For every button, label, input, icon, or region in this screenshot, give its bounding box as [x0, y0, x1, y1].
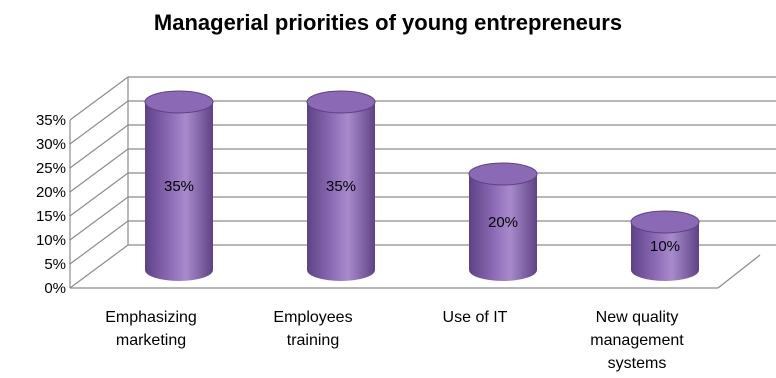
gridline-side — [69, 220, 129, 265]
data-label: 35% — [164, 178, 194, 195]
data-label: 10% — [650, 238, 680, 255]
y-tick-label: 20% — [36, 184, 66, 201]
data-label: 35% — [326, 178, 356, 195]
gridline-side — [69, 100, 129, 145]
x-tick-label: New quality — [596, 309, 679, 326]
bar — [145, 102, 213, 281]
y-tick-label: 25% — [36, 160, 66, 177]
gridline-side — [69, 172, 129, 217]
y-tick-label: 35% — [36, 112, 66, 129]
bar — [469, 174, 537, 281]
bar — [631, 222, 699, 281]
y-tick-label: 0% — [44, 280, 66, 297]
x-tick-label: systems — [608, 355, 667, 372]
bar-top — [144, 90, 214, 114]
data-label: 20% — [488, 214, 518, 231]
x-tick-label: training — [287, 332, 339, 349]
gridline-side — [69, 196, 129, 241]
x-tick-label: Emphasizing — [105, 309, 197, 326]
bar — [307, 102, 375, 281]
x-tick-label: Use of IT — [443, 309, 508, 326]
y-tick-label: 30% — [36, 136, 66, 153]
floor-right-edge — [717, 254, 761, 289]
bar-top — [468, 162, 538, 186]
x-tick-label: Employees — [273, 309, 352, 326]
bar-top — [306, 90, 376, 114]
x-tick-label: management — [590, 332, 684, 349]
x-tick-label: marketing — [116, 332, 186, 349]
chart-title: Managerial priorities of young entrepren… — [153, 10, 623, 35]
bar-top — [630, 210, 700, 234]
gridline-side — [69, 76, 129, 121]
y-tick-label: 5% — [44, 256, 66, 273]
y-tick-label: 10% — [36, 232, 66, 249]
gridline-side — [69, 124, 129, 169]
gridline-side — [69, 244, 129, 289]
y-tick-label: 15% — [36, 208, 66, 225]
gridline-side — [69, 148, 129, 193]
